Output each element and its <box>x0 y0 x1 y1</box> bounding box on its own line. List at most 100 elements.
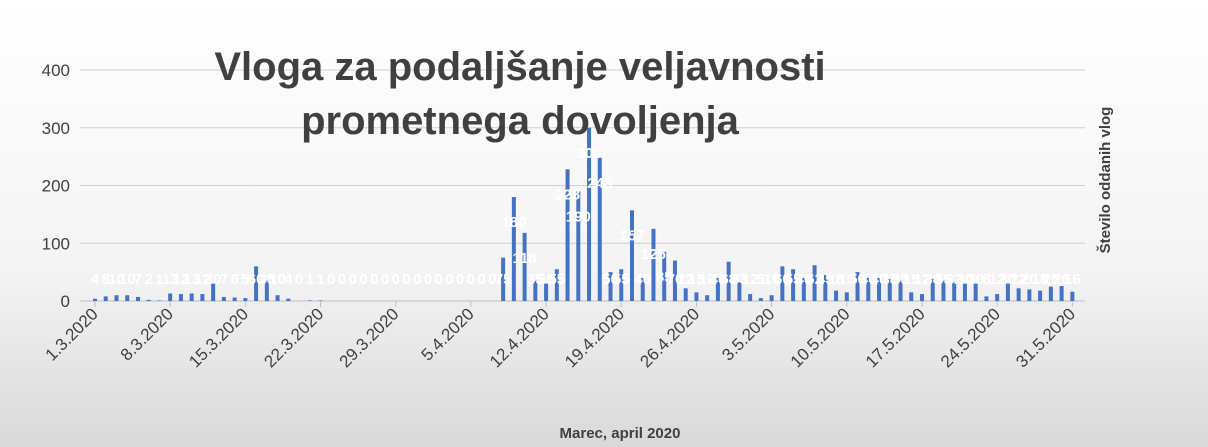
data-label: 0 <box>370 271 378 288</box>
x-tick-label: 24.5.2020 <box>937 304 1004 371</box>
data-label: 8 <box>982 271 990 288</box>
bar <box>286 298 291 301</box>
data-label: 0 <box>488 271 496 288</box>
bar <box>726 261 731 301</box>
bar <box>608 272 613 301</box>
data-label: 60 <box>774 271 791 288</box>
data-label: 12 <box>742 271 759 288</box>
bar <box>307 300 312 301</box>
x-tick-label: 31.5.2020 <box>1012 304 1079 371</box>
data-label: 13 <box>183 271 200 288</box>
data-label: 40 <box>871 271 888 288</box>
data-label: 38 <box>881 271 898 288</box>
data-label: 300 <box>577 145 602 162</box>
bar <box>232 297 237 301</box>
bar <box>887 279 892 301</box>
data-label: 0 <box>477 271 485 288</box>
data-label: 6 <box>230 271 238 288</box>
data-label: 40 <box>634 271 651 288</box>
data-label: 190 <box>566 208 591 225</box>
bar <box>565 169 570 301</box>
bar <box>103 296 108 301</box>
x-tick-label: 8.3.2020 <box>117 304 177 364</box>
data-label: 0 <box>467 271 475 288</box>
data-label: 30 <box>957 271 974 288</box>
bar <box>855 272 860 301</box>
bar <box>146 299 151 301</box>
bar <box>630 210 634 301</box>
bar <box>189 293 194 301</box>
data-label: 0 <box>338 271 346 288</box>
bar <box>995 294 1000 301</box>
x-tick-label: 12.4.2020 <box>486 304 553 371</box>
x-tick-label: 26.4.2020 <box>636 304 703 371</box>
bar <box>877 277 882 301</box>
data-label: 32 <box>946 271 963 288</box>
bar <box>157 300 162 301</box>
data-label: 7 <box>220 271 228 288</box>
bar <box>501 257 506 301</box>
data-label: 0 <box>381 271 389 288</box>
x-tick-label: 3.5.2020 <box>718 304 778 364</box>
bar <box>533 280 538 301</box>
bar <box>619 269 624 301</box>
data-label: 35 <box>935 271 952 288</box>
data-label: 75 <box>495 271 512 288</box>
data-label: 0 <box>424 271 432 288</box>
x-tick-label: 5.4.2020 <box>417 304 477 364</box>
data-label: 22 <box>1010 271 1027 288</box>
bar <box>1038 290 1043 301</box>
data-label: 5 <box>757 271 765 288</box>
data-label: 15 <box>838 271 855 288</box>
bar <box>672 260 677 301</box>
data-label: 2 <box>145 271 153 288</box>
bar <box>834 290 839 301</box>
bar <box>930 279 935 301</box>
data-label: 35 <box>892 271 909 288</box>
data-label: 1 <box>316 271 324 288</box>
bar <box>651 228 656 301</box>
bar <box>791 269 796 301</box>
data-label: 1 <box>306 271 314 288</box>
bar <box>780 266 785 301</box>
data-label: 4 <box>91 271 100 288</box>
data-label: 0 <box>435 271 443 288</box>
y-tick-label: 200 <box>42 177 70 196</box>
bar <box>275 295 280 301</box>
bar <box>254 266 259 301</box>
data-label: 55 <box>613 271 630 288</box>
bar <box>264 280 269 301</box>
bar <box>801 277 806 301</box>
bar <box>125 295 130 301</box>
bar <box>898 280 903 301</box>
chart-title: Vloga za podaljšanje veljavnosti prometn… <box>214 45 826 143</box>
bar <box>769 295 774 301</box>
data-label: 12 <box>173 271 190 288</box>
bar <box>694 292 699 301</box>
bar <box>1005 283 1010 301</box>
data-label: 15 <box>903 271 920 288</box>
data-label: 30 <box>538 271 555 288</box>
data-label: 1 <box>155 271 163 288</box>
data-label: 30 <box>205 271 222 288</box>
bar <box>715 277 720 301</box>
y-axis-label: Število oddanih vlog <box>1096 107 1114 254</box>
bar <box>221 296 226 301</box>
bar <box>243 298 248 301</box>
data-label: 12 <box>194 271 211 288</box>
x-tick-label: 19.4.2020 <box>561 304 628 371</box>
data-label: 33 <box>731 271 748 288</box>
data-label: 25 <box>1043 271 1060 288</box>
bar <box>737 281 742 301</box>
data-label: 0 <box>402 271 410 288</box>
x-tick-label: 1.3.2020 <box>42 304 102 364</box>
data-label: 157 <box>619 227 644 244</box>
data-label: 0 <box>413 271 421 288</box>
bar <box>640 277 645 301</box>
x-tick-label: 22.3.2020 <box>260 304 327 371</box>
data-label: 40 <box>795 271 812 288</box>
bar <box>748 294 753 301</box>
data-label: 125 <box>641 246 666 263</box>
